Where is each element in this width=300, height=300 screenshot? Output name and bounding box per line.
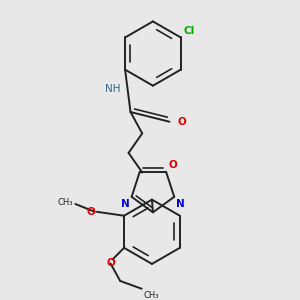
Text: CH₃: CH₃ xyxy=(58,198,74,207)
Text: N: N xyxy=(176,199,185,209)
Text: CH₃: CH₃ xyxy=(144,291,159,300)
Text: O: O xyxy=(106,258,115,268)
Text: O: O xyxy=(177,117,186,127)
Text: N: N xyxy=(121,199,130,209)
Text: O: O xyxy=(86,207,95,217)
Text: O: O xyxy=(168,160,177,170)
Text: Cl: Cl xyxy=(184,26,195,35)
Text: NH: NH xyxy=(104,84,120,94)
